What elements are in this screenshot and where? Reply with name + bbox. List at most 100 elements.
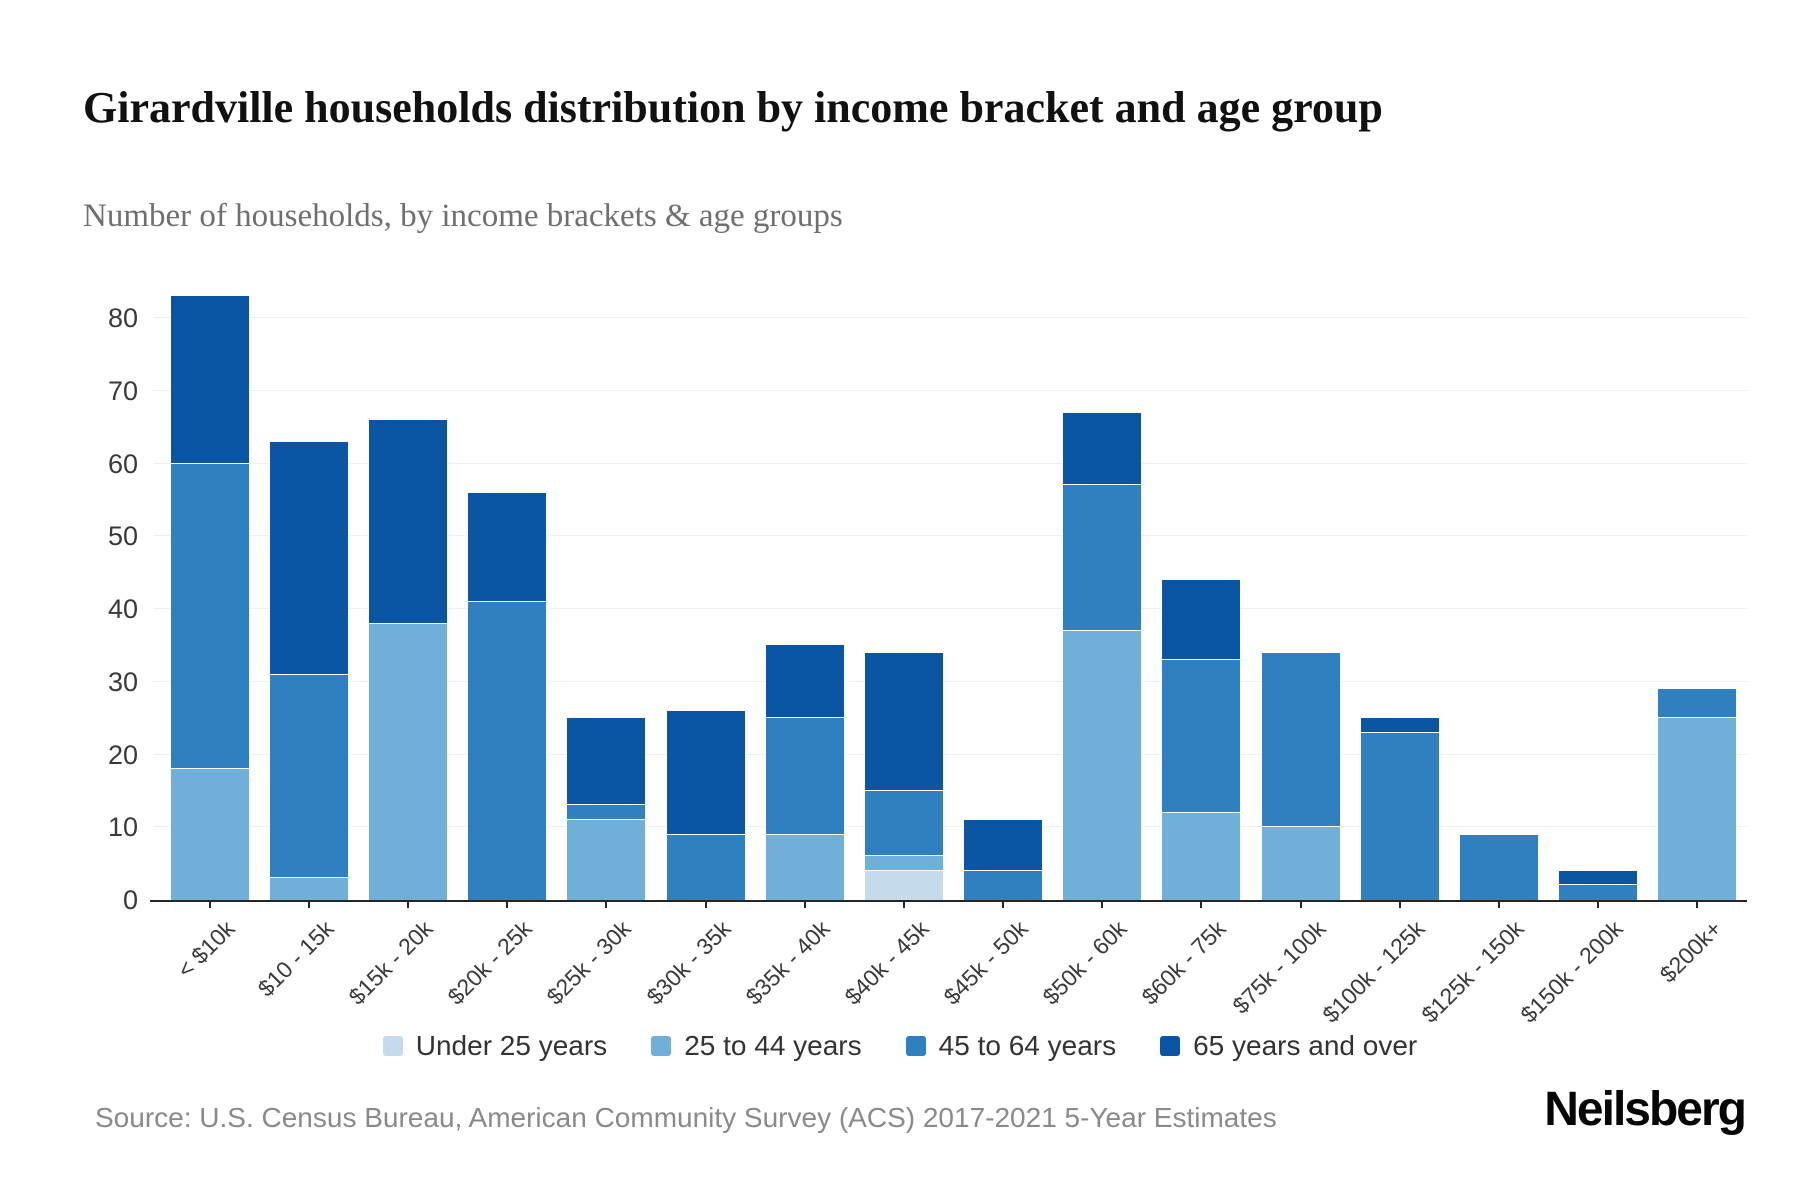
- x-tick-label: $75k - 100k: [1226, 915, 1331, 1019]
- bar-slot: [1648, 260, 1747, 901]
- bar-segment[interactable]: [1062, 484, 1143, 632]
- bar-segment[interactable]: [367, 622, 448, 902]
- x-tick-label: $30k - 35k: [640, 915, 736, 1010]
- bar-segment[interactable]: [1459, 833, 1540, 902]
- y-tick-label: 80: [107, 303, 138, 334]
- bar-segment[interactable]: [1657, 717, 1738, 901]
- stacked-bar-$35k - 40k: [764, 644, 845, 902]
- bar-segment[interactable]: [169, 768, 250, 901]
- bar-segment[interactable]: [1359, 731, 1440, 902]
- stacked-bar-$100k - 125k: [1359, 717, 1440, 902]
- bar-segment[interactable]: [665, 833, 746, 902]
- x-tick-label: $20k - 25k: [442, 915, 537, 1010]
- bar-segment[interactable]: [1161, 579, 1242, 662]
- bar-segment[interactable]: [169, 295, 250, 465]
- bar-segment[interactable]: [268, 877, 349, 901]
- bar-slot: [358, 260, 457, 902]
- legend-swatch-icon: [905, 1036, 926, 1056]
- stacked-bar-$50k - 60k: [1062, 411, 1143, 902]
- x-tick: [406, 900, 409, 908]
- y-tick-label: 60: [107, 448, 138, 479]
- x-tick: [1498, 900, 1501, 908]
- stacked-bar-$10 - 15k: [268, 440, 349, 901]
- bar-segment[interactable]: [963, 869, 1044, 902]
- gridline: [154, 389, 1747, 391]
- legend-item[interactable]: 25 to 44 years: [651, 1030, 862, 1062]
- bar-slot: [1251, 260, 1350, 901]
- bar-segment[interactable]: [1657, 688, 1738, 720]
- legend-swatch-icon: [651, 1036, 672, 1056]
- x-tick-label: $60k - 75k: [1136, 915, 1232, 1010]
- bar-slot: [656, 260, 755, 902]
- gridline: [154, 317, 1747, 319]
- stacked-bar-$45k - 50k: [963, 819, 1044, 902]
- bar-segment[interactable]: [665, 709, 746, 836]
- bar-segment[interactable]: [1161, 811, 1242, 902]
- bar-segment[interactable]: [863, 789, 944, 858]
- x-tick-label: $200k+: [1654, 915, 1728, 988]
- gridline: [154, 535, 1747, 537]
- x-tick: [1398, 900, 1401, 908]
- page-title: Girardville households distribution by i…: [83, 83, 1383, 133]
- stacked-bar-$200k+: [1657, 688, 1738, 901]
- x-tick: [1002, 900, 1005, 908]
- stacked-bar-$125k - 150k: [1459, 833, 1540, 902]
- bar-segment[interactable]: [566, 717, 647, 807]
- gridline: [154, 462, 1747, 464]
- bar-segment[interactable]: [467, 491, 548, 603]
- bar-slot: [1549, 260, 1648, 901]
- bar-slot: [557, 260, 656, 901]
- gridline: [154, 753, 1747, 755]
- bar-segment[interactable]: [268, 673, 349, 880]
- bar-segment[interactable]: [863, 869, 944, 902]
- bar-segment[interactable]: [863, 651, 944, 792]
- x-tick-label: $35k - 40k: [740, 915, 835, 1010]
- x-tick-label: $125k - 150k: [1416, 915, 1529, 1028]
- y-tick-label: 70: [107, 375, 138, 406]
- stacked-bar-$60k - 75k: [1161, 579, 1242, 902]
- bar-slot: [1350, 260, 1449, 902]
- bar-segment[interactable]: [566, 804, 647, 821]
- legend-item[interactable]: Under 25 years: [382, 1030, 608, 1062]
- stacked-bar-$150k - 200k: [1558, 869, 1639, 901]
- legend-label: 65 years and over: [1193, 1030, 1418, 1061]
- stacked-bar-$25k - 30k: [566, 717, 647, 901]
- bar-segment[interactable]: [764, 833, 845, 902]
- bar-segment[interactable]: [169, 462, 250, 771]
- bar-segment[interactable]: [467, 600, 548, 902]
- stacked-bar-$15k - 20k: [367, 419, 448, 902]
- bar-segment[interactable]: [566, 819, 647, 901]
- y-axis: 0 10 20 30 40 50 60 70 80: [0, 260, 148, 914]
- bar-slot: [854, 260, 953, 902]
- x-tick: [1597, 900, 1600, 908]
- x-tick-label: $10 - 15k: [252, 915, 339, 1002]
- gridline: [154, 826, 1747, 828]
- legend-label: 45 to 64 years: [938, 1030, 1117, 1061]
- plot-area: < $10k $10 - 15k $15k - 20k $20k - 25k $25k …: [150, 260, 1747, 1028]
- bar-segment[interactable]: [1558, 869, 1639, 887]
- x-tick: [704, 900, 707, 908]
- bar-segment[interactable]: [764, 644, 845, 720]
- bar-segment[interactable]: [1062, 629, 1143, 902]
- legend-swatch-icon: [1160, 1036, 1181, 1056]
- bar-segment[interactable]: [1359, 717, 1440, 734]
- bar-segment[interactable]: [1558, 884, 1639, 901]
- x-tick-label: $40k - 45k: [839, 915, 934, 1010]
- stacked-bar-< $10k: [169, 295, 250, 901]
- bar-segment[interactable]: [1260, 651, 1341, 829]
- gridline: [154, 680, 1747, 682]
- legend-item[interactable]: 65 years and over: [1160, 1030, 1417, 1062]
- bar-segment[interactable]: [1062, 411, 1143, 487]
- bar-slot: [1449, 260, 1548, 902]
- bar-segment[interactable]: [367, 419, 448, 625]
- bar-segment[interactable]: [764, 717, 845, 836]
- bar-segment[interactable]: [1260, 826, 1341, 901]
- legend-item[interactable]: 45 to 64 years: [905, 1030, 1117, 1062]
- x-tick: [208, 900, 211, 908]
- legend-label: Under 25 years: [415, 1030, 608, 1061]
- x-tick: [307, 900, 310, 908]
- bar-segment[interactable]: [863, 855, 944, 872]
- bar-segment[interactable]: [963, 819, 1044, 872]
- bar-segment[interactable]: [1161, 659, 1242, 814]
- bar-segment[interactable]: [268, 440, 349, 676]
